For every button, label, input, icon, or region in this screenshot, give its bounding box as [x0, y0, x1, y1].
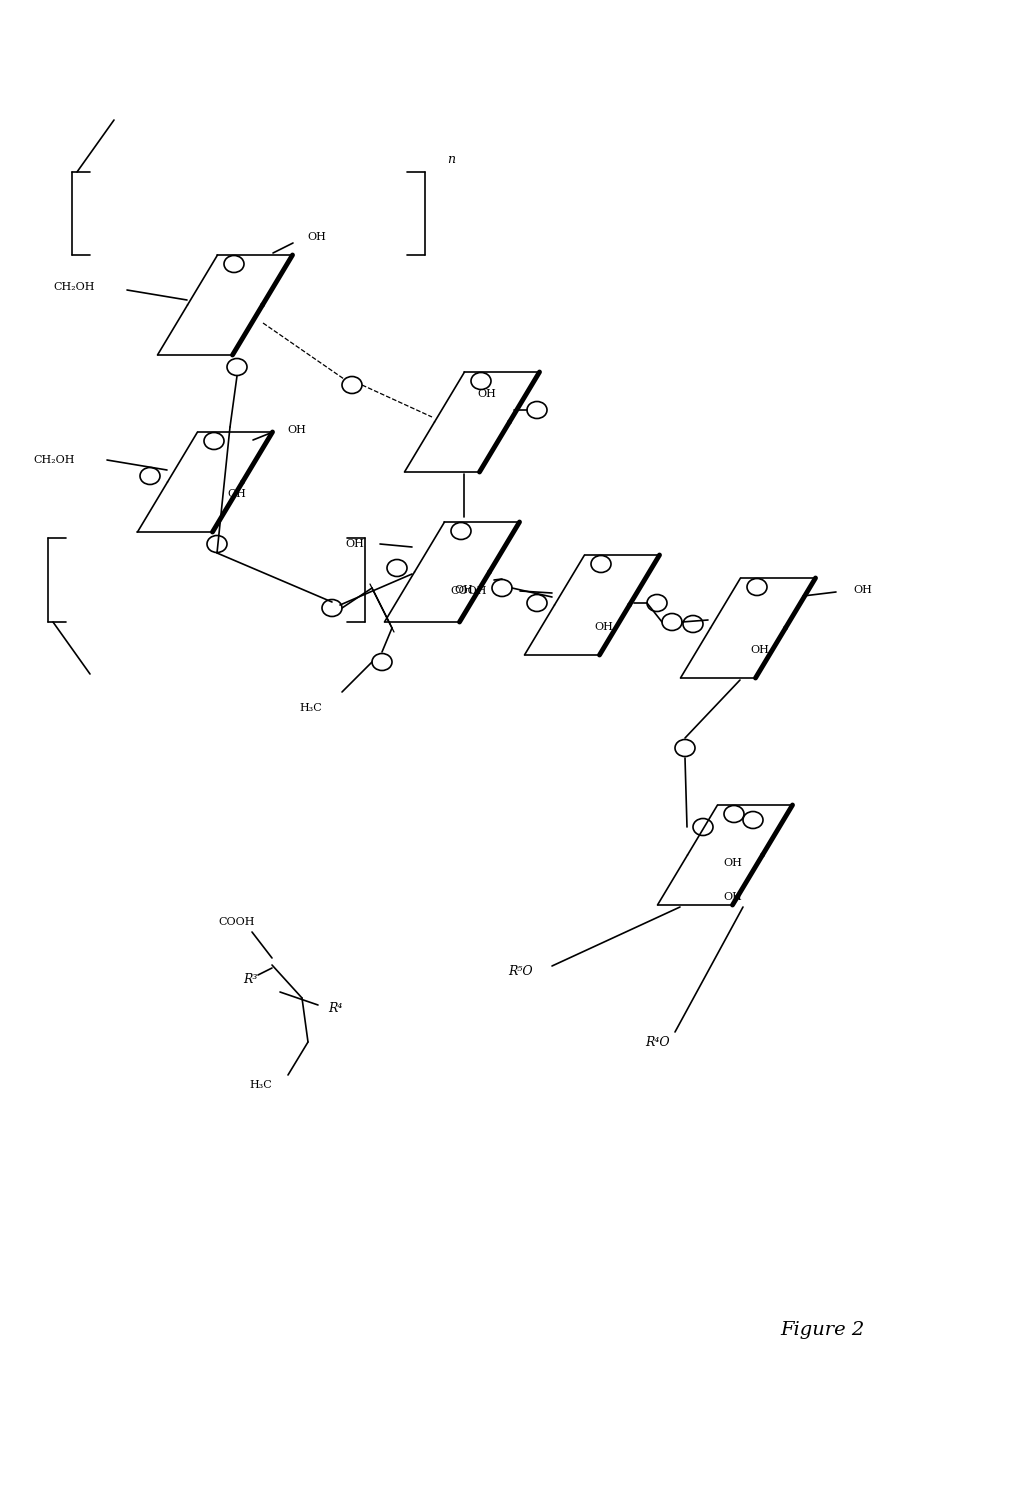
- Text: R⁴: R⁴: [328, 1001, 343, 1015]
- Text: OH: OH: [853, 584, 872, 595]
- Text: OH: OH: [723, 892, 742, 901]
- Text: OH: OH: [455, 584, 474, 595]
- Text: R⁵O: R⁵O: [508, 965, 533, 978]
- Text: R⁴O: R⁴O: [645, 1036, 669, 1048]
- Text: OH: OH: [307, 233, 325, 242]
- Text: OH: OH: [478, 390, 496, 399]
- Text: OH: OH: [595, 622, 613, 633]
- Text: OH: OH: [227, 489, 246, 498]
- Text: H₃C: H₃C: [249, 1080, 272, 1090]
- Text: OH: OH: [751, 645, 770, 655]
- Text: OH: OH: [345, 539, 364, 550]
- Text: OH: OH: [287, 424, 306, 435]
- Text: R³: R³: [244, 974, 258, 986]
- Text: n: n: [447, 154, 455, 166]
- Text: Figure 2: Figure 2: [780, 1321, 864, 1339]
- Text: CH₂OH: CH₂OH: [34, 455, 75, 465]
- Text: CH₂OH: CH₂OH: [54, 282, 95, 291]
- Text: COOH: COOH: [218, 917, 254, 927]
- Text: OH: OH: [723, 858, 742, 868]
- Text: H₃C: H₃C: [299, 704, 322, 713]
- Text: COOH: COOH: [451, 586, 487, 596]
